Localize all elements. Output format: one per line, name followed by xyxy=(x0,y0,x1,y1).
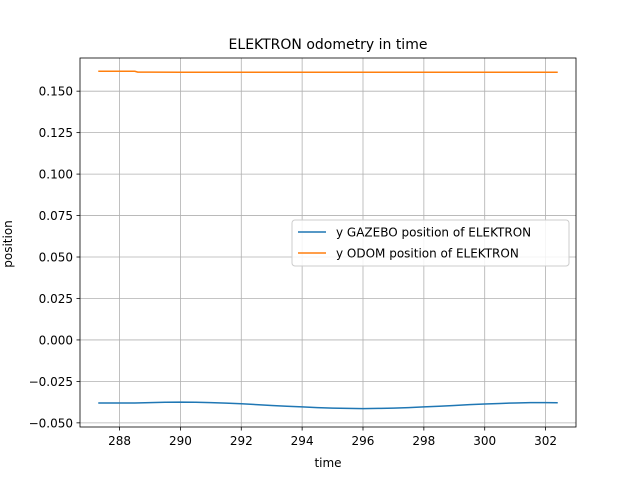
y-tick-label: 0.050 xyxy=(39,251,73,265)
legend-label-1: y GAZEBO position of ELEKTRON xyxy=(336,226,531,240)
series-line-2 xyxy=(98,70,558,74)
legend: y GAZEBO position of ELEKTRON y ODOM posi… xyxy=(291,219,570,267)
legend-box xyxy=(291,219,570,267)
y-axis-ticks: −0.050 −0.025 0.000 0.025 0.050 0.075 0.100 0.1… xyxy=(29,85,80,430)
x-tick-label: 292 xyxy=(230,434,253,448)
x-tick-label: 294 xyxy=(291,434,314,448)
series-lines xyxy=(98,70,558,410)
x-tick-label: 288 xyxy=(108,434,131,448)
x-axis-ticks: 288 290 292 294 296 298 300 302 xyxy=(108,427,557,448)
y-tick-label: −0.025 xyxy=(29,375,73,389)
x-tick-label: 298 xyxy=(412,434,435,448)
y-tick-label: 0.075 xyxy=(39,209,73,223)
x-tick-label: 300 xyxy=(473,434,496,448)
y-tick-label: 0.100 xyxy=(39,168,73,182)
legend-label-2: y ODOM position of ELEKTRON xyxy=(336,247,519,261)
y-axis-label: position xyxy=(1,220,15,268)
x-axis-label: time xyxy=(314,456,341,470)
plot-frame xyxy=(79,57,577,428)
x-tick-label: 290 xyxy=(169,434,192,448)
x-tick-label: 296 xyxy=(352,434,375,448)
y-tick-label: 0.025 xyxy=(39,292,73,306)
y-tick-label: −0.050 xyxy=(29,416,73,430)
y-tick-label: 0.125 xyxy=(39,126,73,140)
chart-title: ELEKTRON odometry in time xyxy=(229,37,428,53)
series-line-1 xyxy=(98,401,558,410)
x-tick-label: 302 xyxy=(534,434,557,448)
y-tick-label: 0.000 xyxy=(39,333,73,347)
y-tick-label: 0.150 xyxy=(39,85,73,99)
